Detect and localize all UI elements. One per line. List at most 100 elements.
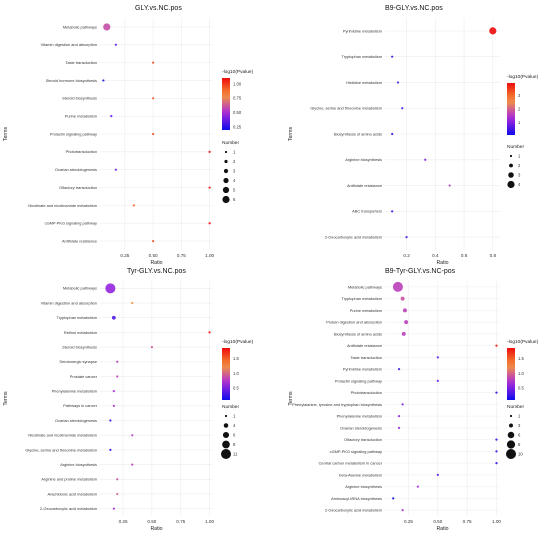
data-point	[116, 375, 119, 378]
size-legend-dot	[224, 150, 228, 154]
term-label: Phenylalanine metabolism	[337, 414, 382, 419]
data-point	[392, 281, 403, 292]
term-label: Purine metabolism	[350, 308, 382, 313]
size-legend-label: 6	[518, 433, 521, 438]
term-label: Arginine biosynthesis	[345, 484, 382, 489]
data-point	[110, 115, 113, 118]
size-legend-label: 4	[233, 178, 236, 183]
data-point	[150, 345, 153, 349]
size-legend-dot	[221, 449, 231, 459]
data-point	[436, 356, 439, 359]
color-tick-label: 0.25	[233, 125, 242, 130]
x-tick-label: 1.00	[205, 519, 214, 524]
data-point	[208, 150, 211, 153]
x-tick-label: 0.75	[176, 519, 185, 524]
plot-background	[100, 281, 213, 516]
size-legend-dot	[223, 423, 229, 428]
data-point	[152, 61, 155, 64]
term-label: Antifolate resistance	[62, 238, 97, 243]
data-point	[131, 463, 134, 466]
term-label: Metabolic pathways	[63, 24, 97, 29]
term-label: Phototransduction	[351, 390, 382, 395]
term-label: Prostate cancer	[70, 374, 98, 379]
term-label: cGMP-PKG signaling pathway	[45, 221, 97, 226]
color-legend-title: -log10(Pvalue)	[222, 69, 254, 75]
color-tick-label: 0.75	[233, 96, 242, 101]
term-label: Steroid biosynthesis	[62, 344, 97, 349]
size-legend-label: 11	[233, 452, 238, 457]
data-point	[495, 450, 498, 453]
chart-panel-1: GLY.vs.NC.pos Metabolic pathways Vitamin d…	[3, 5, 254, 266]
x-tick-label: 0.75	[463, 519, 472, 524]
size-legend-dot	[507, 180, 515, 189]
data-point	[391, 55, 394, 58]
size-legend-label: 4	[518, 182, 521, 187]
data-point	[436, 379, 439, 382]
term-label: Arachidonic acid metabolism	[47, 491, 97, 496]
y-axis-label: Terms	[288, 127, 294, 142]
term-label: Prolactin signaling pathway	[50, 131, 97, 136]
size-legend-title: Number	[507, 144, 524, 150]
size-legend-dot	[222, 440, 230, 449]
x-tick-label: 0.50	[147, 519, 156, 524]
data-point	[109, 448, 112, 452]
size-legend-dot	[509, 154, 513, 158]
size-legend-dot	[224, 414, 228, 418]
term-label: Biosynthesis of amino acids	[334, 331, 382, 336]
chart-panel-4: B9-Tyr-GLY.vs.NC-pos Metabolic pathways Tr…	[288, 268, 539, 532]
term-label: Vitamin digestion and absorption	[41, 300, 97, 305]
data-point	[132, 204, 135, 207]
x-axis-label: Ratio	[436, 526, 448, 532]
data-point	[495, 438, 498, 441]
color-bar	[222, 348, 230, 400]
data-point	[152, 239, 155, 243]
color-tick-label: 0.50	[233, 110, 242, 115]
data-point	[396, 81, 400, 84]
size-legend-dot	[222, 195, 230, 204]
term-label: Antifolate resistance	[347, 343, 382, 348]
color-tick-label: 1.00	[233, 81, 242, 86]
size-legend-label: 6	[233, 433, 236, 438]
data-point	[402, 308, 407, 313]
x-tick-label: 0.4	[432, 253, 439, 258]
term-label: Vitamin digestion and absorption	[41, 42, 97, 47]
data-point	[495, 391, 498, 394]
size-legend-dot	[222, 431, 230, 439]
term-label: beta-Alanine metabolism	[339, 472, 382, 477]
term-label: Aminoacyl-tRNA biosynthesis	[331, 496, 382, 501]
plot-background	[385, 281, 500, 516]
data-point	[401, 509, 404, 512]
size-legend-dot	[506, 440, 516, 449]
term-label: Central carbon metabolism in cancer	[319, 461, 383, 466]
color-tick-label: 1.0	[233, 371, 239, 376]
color-tick-label: 0.5	[233, 386, 239, 391]
term-label: Phenylalanine, tyrosine and tryptophan b…	[292, 402, 382, 407]
data-point	[436, 473, 439, 476]
chart-panel-3: Tyr-GLY.vs.NC.pos Metabolic pathways Vitam…	[3, 268, 254, 532]
color-tick-label: 1.5	[233, 356, 239, 361]
color-tick-label: 0.5	[518, 386, 524, 391]
term-label: Metabolic pathways	[348, 284, 382, 289]
size-legend-dot	[224, 159, 228, 164]
data-point	[152, 97, 155, 100]
color-tick-label: 1.0	[518, 371, 524, 376]
size-legend-label: 3	[518, 423, 521, 428]
size-legend-dot	[223, 177, 229, 184]
size-legend-dot	[509, 414, 513, 418]
x-tick-label: 0.50	[149, 253, 158, 258]
size-legend-dot	[509, 423, 513, 428]
color-tick-label: 1	[518, 120, 521, 125]
term-label: 2-Oxocarboxylic acid metabolism	[325, 508, 382, 513]
data-point	[424, 158, 427, 161]
color-tick-label: 2	[518, 107, 521, 112]
term-label: Antifolate resistance	[347, 183, 382, 188]
term-label: Tryptophan metabolism	[341, 296, 382, 301]
size-legend-dot	[506, 449, 516, 459]
size-legend-label: 3	[518, 173, 521, 178]
color-legend-title: -log10(Pvalue)	[222, 339, 254, 345]
term-label: Glycine, serine and threonine metabolism	[25, 447, 97, 452]
x-tick-label: 0.6	[461, 253, 468, 258]
chart-panel-2: B9-GLY.vs.NC.pos Pyrimidine metabolism Try…	[288, 5, 539, 266]
term-label: Ovarian steroidogenesis	[55, 418, 97, 423]
